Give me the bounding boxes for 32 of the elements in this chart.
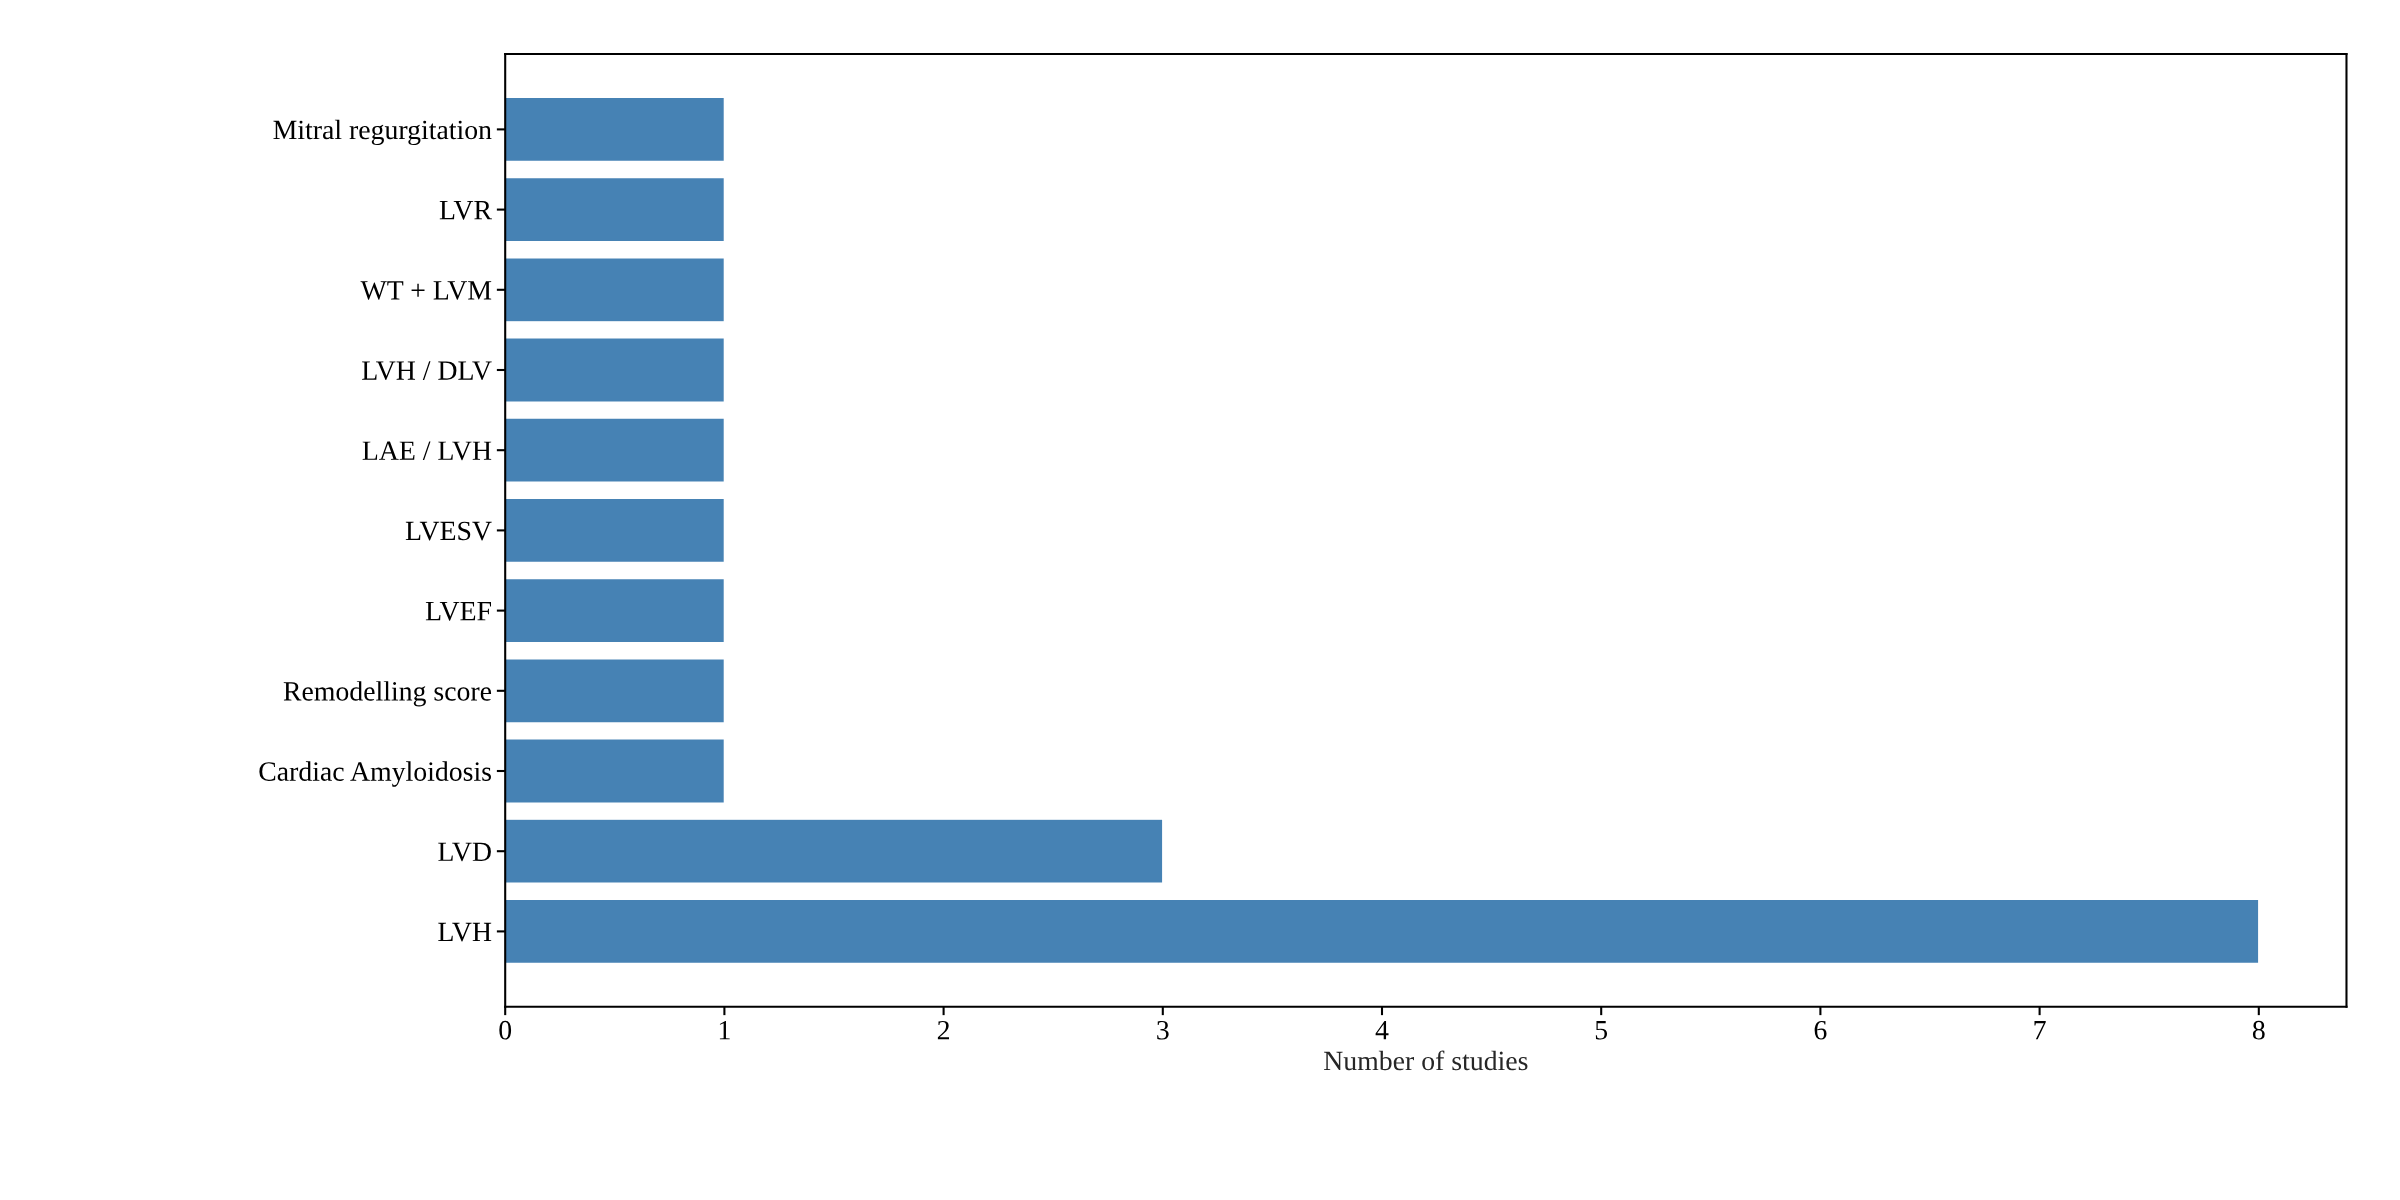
- bar: [505, 417, 726, 483]
- bar: [505, 176, 726, 243]
- bar: [505, 658, 726, 724]
- x-tick-label: 7: [2034, 1021, 2046, 1040]
- x-tick-label: 4: [1375, 1020, 1389, 1040]
- x-tick-label: 6: [1814, 1020, 1827, 1040]
- y-tick-label: LVH / DLV: [362, 361, 492, 381]
- y-tick-label: LAE / LVH: [362, 441, 492, 461]
- bar: [505, 337, 726, 403]
- bar: [505, 257, 726, 323]
- x-axis-title: Number of studies: [1324, 1050, 1528, 1071]
- y-tick-label: Mitral regurgitation: [273, 119, 492, 146]
- y-tick-label: LVD: [438, 842, 491, 862]
- bar: [505, 738, 726, 804]
- y-tick-label: Remodelling score: [283, 681, 492, 707]
- y-tick-label: LVH: [438, 922, 492, 942]
- bar: [505, 497, 726, 564]
- x-tick-label: 2: [937, 1020, 950, 1040]
- bar: [505, 898, 2260, 965]
- bar: [505, 96, 726, 163]
- y-tick-label: Cardiac Amyloidosis: [259, 761, 491, 787]
- x-tick-label: 0: [499, 1020, 512, 1040]
- x-tick-label: 5: [1595, 1021, 1608, 1040]
- bar: [505, 577, 726, 644]
- y-tick-label: LVEF: [425, 602, 492, 621]
- x-tick-label: 8: [2252, 1020, 2265, 1040]
- x-tick-label: 3: [1157, 1020, 1169, 1040]
- y-tick-label: LVR: [439, 201, 492, 220]
- y-tick-label: WT + LVM: [360, 281, 492, 300]
- y-tick-label: LVESV: [405, 521, 492, 541]
- bar: [505, 818, 1164, 884]
- x-tick-label: 1: [719, 1020, 730, 1040]
